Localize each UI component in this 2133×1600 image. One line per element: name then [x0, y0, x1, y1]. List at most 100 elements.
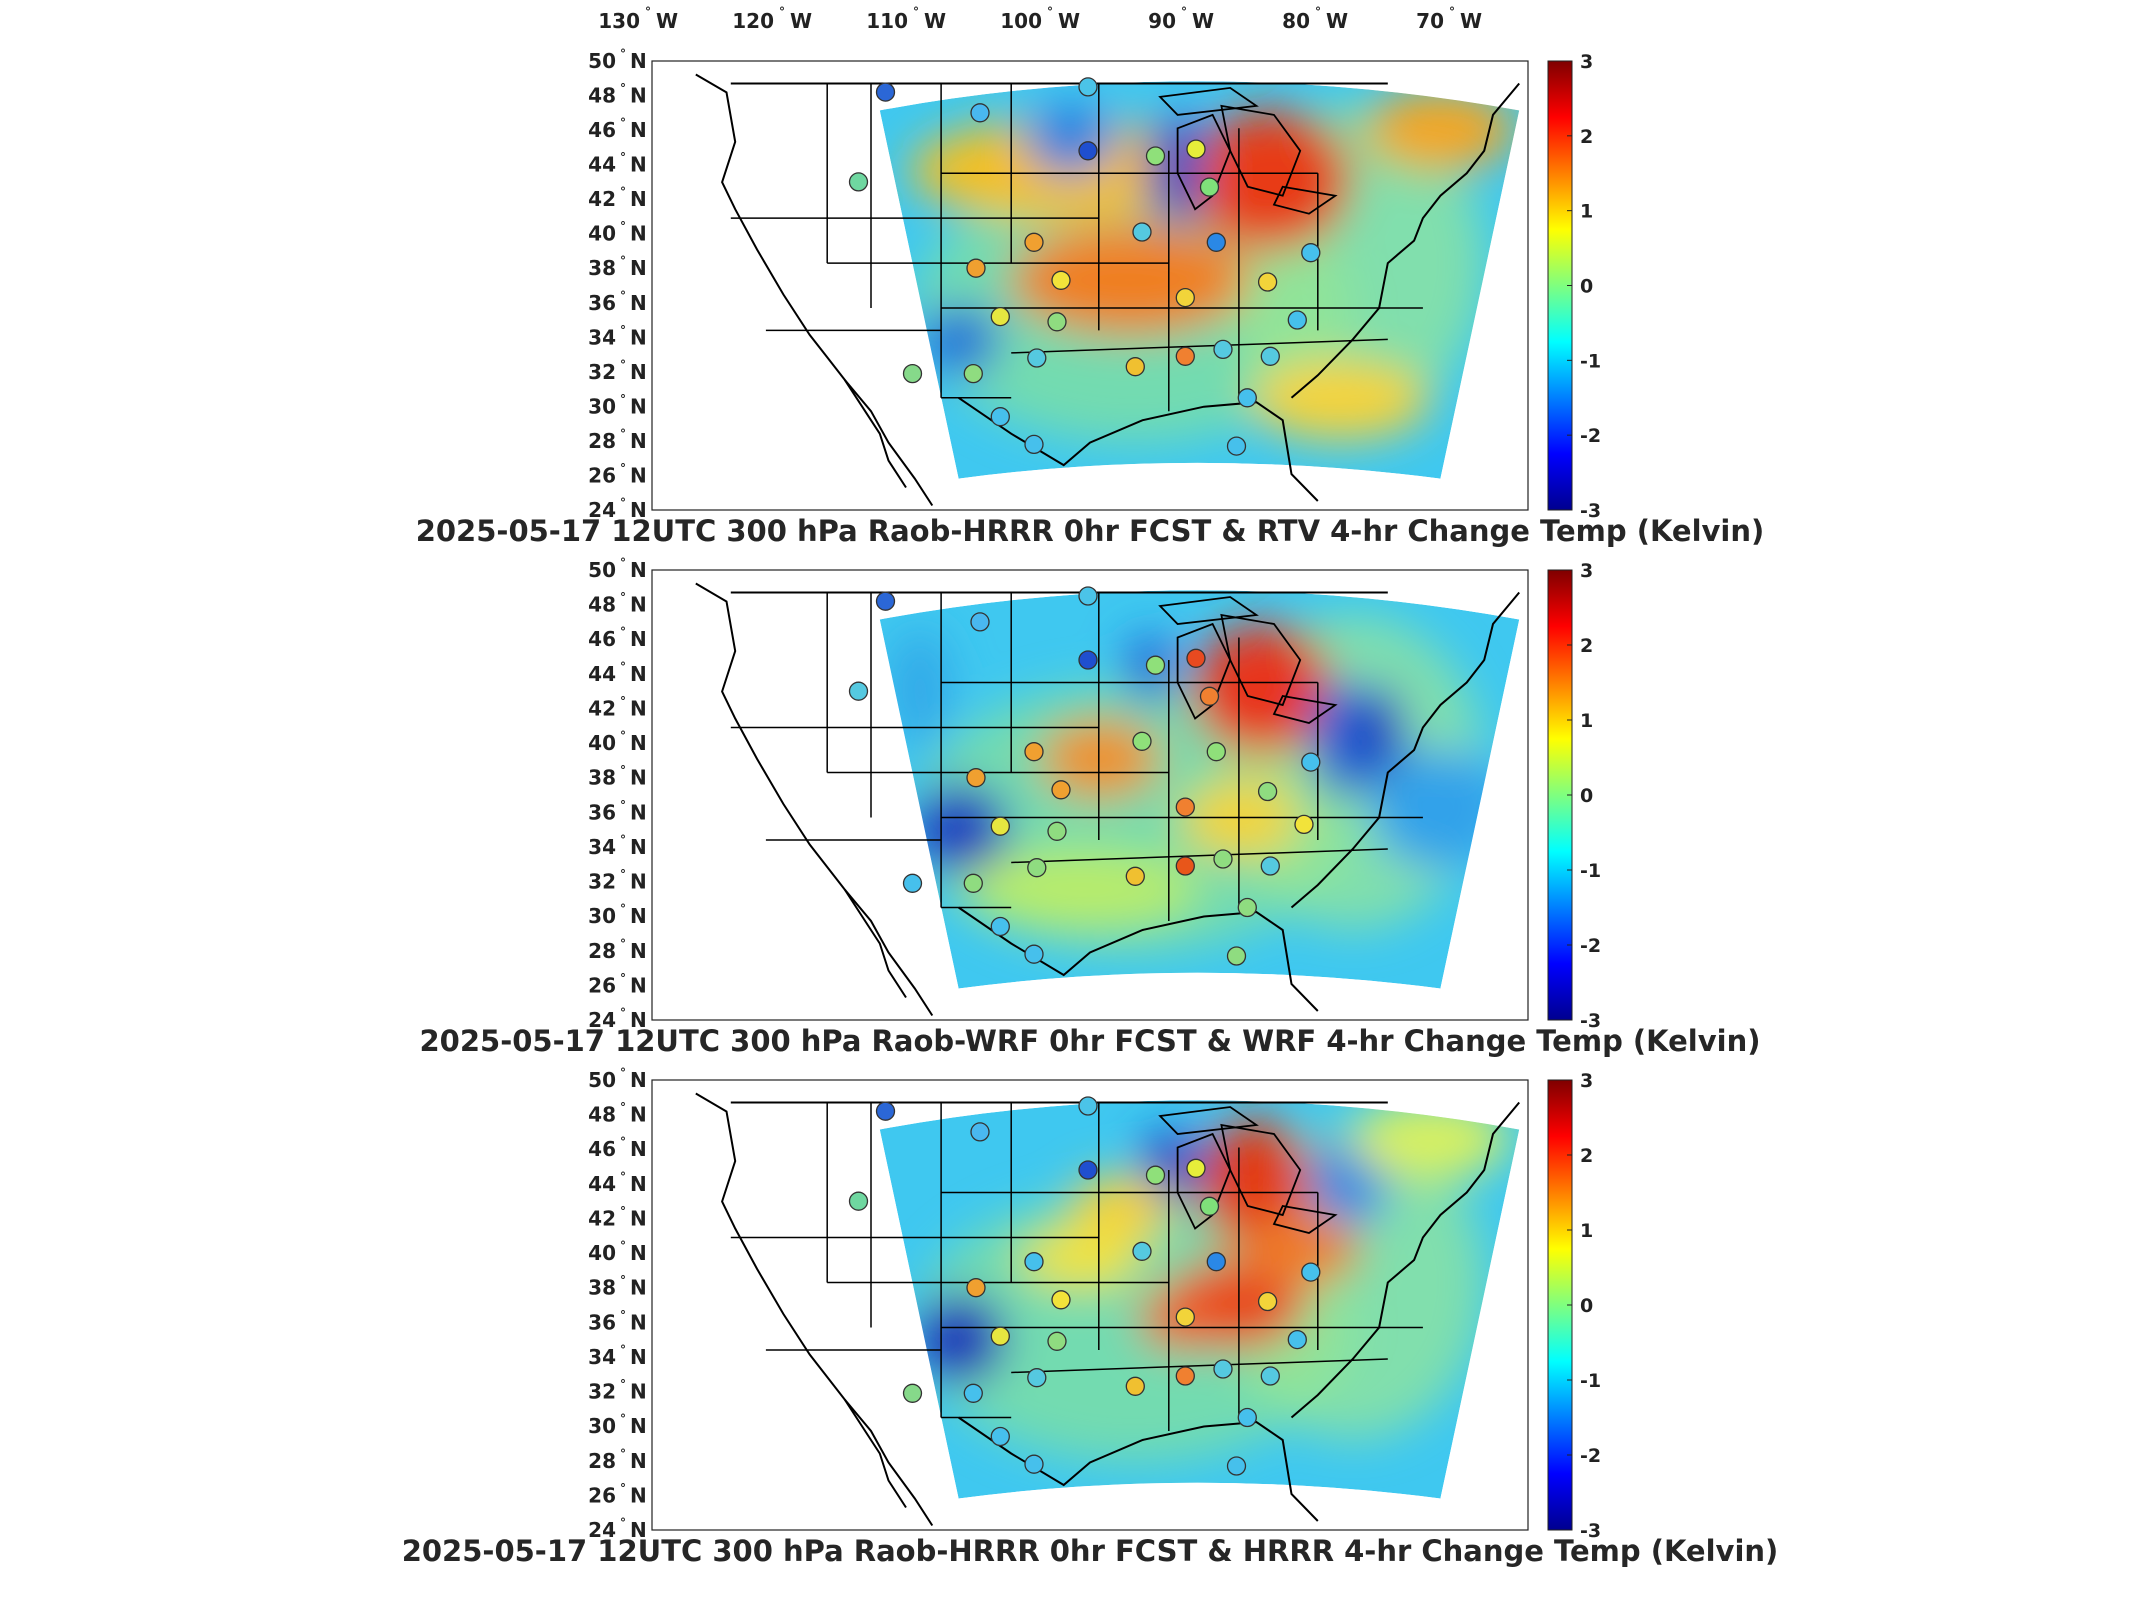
colorbar-tick-label: 3 [1580, 1070, 1593, 1092]
field-anomaly [1190, 110, 1350, 250]
svg-text:N: N [630, 731, 647, 755]
map-panel-3: 50 ° N48 ° N46 ° N44 ° N42 ° N40 ° N38 ° N36 ° N34 ° N32 ° N… [402, 1066, 1779, 1568]
svg-text:50: 50 [588, 49, 616, 73]
lat-label: 42 ° N [588, 1204, 647, 1230]
field-anomaly [915, 1294, 1005, 1384]
lat-label: 36 ° N [588, 798, 647, 824]
lat-label: 48 ° N [588, 1101, 647, 1127]
svg-text:46: 46 [588, 627, 616, 651]
svg-text:°: ° [620, 151, 626, 165]
lat-label: 50 ° N [588, 556, 647, 582]
raob-station-marker [1132, 222, 1152, 242]
raob-station-marker [1226, 1456, 1247, 1476]
latitude-labels: 50 ° N 48 ° N 46 ° N 44 ° N 42 ° N 40 ° N 38 ° N 36 ° N 34 ° N 32 ° N… [588, 556, 647, 1032]
raob-station-marker [990, 916, 1010, 937]
raob-station-marker [966, 258, 986, 278]
svg-text:26: 26 [588, 1483, 616, 1507]
svg-text:°: ° [620, 220, 626, 234]
svg-text:°: ° [620, 764, 626, 778]
raob-station-marker [1175, 287, 1195, 308]
raob-station-marker [1237, 1407, 1257, 1428]
colorbar-tick-label: -3 [1580, 500, 1601, 522]
svg-text:30: 30 [588, 904, 616, 928]
raob-station-marker [1186, 1158, 1206, 1178]
raob-station-marker [1078, 586, 1098, 606]
raob-station-marker [1301, 1262, 1321, 1282]
lat-label: 24 ° N [588, 1006, 647, 1032]
svg-text:N: N [630, 291, 647, 315]
colorbar: 3 2 1 0 -1 -2 -3 [1547, 51, 1601, 522]
lon-label: 130 ° W [598, 5, 678, 33]
raob-station-marker [1078, 77, 1098, 97]
svg-text:°: ° [1315, 5, 1321, 19]
svg-text:W: W [656, 9, 678, 33]
raob-station-marker [1226, 436, 1247, 456]
raob-station-marker [1287, 1329, 1307, 1350]
svg-text:N: N [630, 662, 647, 686]
raob-station-marker [1175, 346, 1195, 366]
lon-label: 80 ° W [1282, 5, 1348, 33]
svg-text:28: 28 [588, 1449, 616, 1473]
svg-text:°: ° [1181, 5, 1187, 19]
raob-station-marker [1024, 742, 1044, 762]
svg-text:48: 48 [588, 84, 616, 108]
lat-label: 32 ° N [588, 1378, 647, 1404]
svg-text:°: ° [620, 1447, 626, 1461]
svg-text:°: ° [620, 833, 626, 847]
field-anomaly [890, 629, 950, 749]
svg-text:°: ° [620, 1412, 626, 1426]
svg-text:°: ° [620, 289, 626, 303]
field-anomaly [912, 784, 1008, 874]
svg-text:N: N [630, 153, 647, 177]
lat-label: 34 ° N [588, 323, 647, 349]
svg-text:N: N [630, 84, 647, 108]
lat-label: 44 ° N [588, 1170, 647, 1196]
svg-text:N: N [630, 1172, 647, 1196]
svg-text:°: ° [620, 1481, 626, 1495]
raob-station-marker [1047, 821, 1067, 841]
svg-text:46: 46 [588, 1137, 616, 1161]
svg-text:°: ° [620, 1378, 626, 1392]
lat-label: 40 ° N [588, 729, 647, 755]
field-anomaly [1180, 779, 1300, 859]
svg-text:°: ° [620, 1516, 626, 1530]
svg-text:34: 34 [588, 325, 616, 349]
svg-text:30: 30 [588, 394, 616, 418]
raob-station-marker [1132, 731, 1152, 751]
colorbar-tick-label: 0 [1580, 1295, 1593, 1317]
svg-text:°: ° [620, 185, 626, 199]
raob-station-marker [848, 172, 869, 192]
svg-text:N: N [630, 558, 647, 582]
svg-text:°: ° [620, 1204, 626, 1218]
svg-text:N: N [630, 1137, 647, 1161]
lat-label: 30 ° N [588, 902, 647, 928]
svg-text:44: 44 [588, 1172, 616, 1196]
colorbar-tick-label: -3 [1580, 1010, 1601, 1032]
raob-station-marker [1175, 797, 1195, 817]
colorbar-tick-label: 1 [1580, 201, 1593, 223]
lon-label: 110 ° W [866, 5, 946, 33]
raob-station-marker [970, 103, 990, 123]
svg-text:42: 42 [588, 696, 616, 720]
svg-text:38: 38 [588, 766, 616, 790]
svg-text:°: ° [620, 971, 626, 985]
raob-station-marker [1237, 897, 1257, 918]
svg-text:28: 28 [588, 429, 616, 453]
field-anomaly [1070, 1174, 1170, 1244]
svg-text:°: ° [620, 660, 626, 674]
svg-text:°: ° [620, 1239, 626, 1253]
raob-station-marker [1051, 270, 1071, 290]
svg-text:32: 32 [588, 1380, 616, 1404]
state-outlines [695, 582, 1520, 1017]
svg-text:°: ° [620, 1135, 626, 1149]
svg-text:W: W [1460, 9, 1482, 33]
svg-text:N: N [630, 394, 647, 418]
raob-station-marker [1145, 1165, 1166, 1185]
field-anomaly [1025, 105, 1115, 175]
svg-text:N: N [630, 1310, 647, 1334]
lat-label: 48 ° N [588, 82, 647, 108]
field-anomaly [920, 305, 1000, 375]
svg-text:N: N [630, 187, 647, 211]
panel-title: 2025-05-17 12UTC 300 hPa Raob-HRRR 0hr F… [402, 1534, 1779, 1568]
